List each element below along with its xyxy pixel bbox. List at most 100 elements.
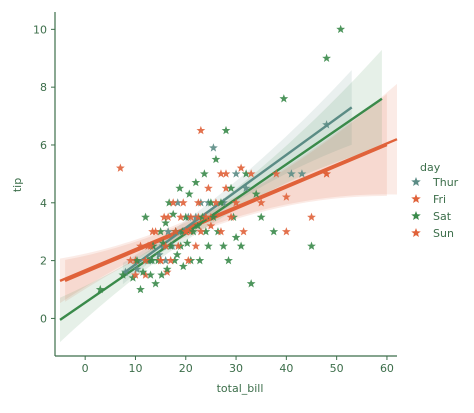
data-point-thur	[132, 264, 142, 273]
data-point-sat	[269, 227, 279, 236]
x-axis-label: total_bill	[217, 382, 264, 395]
data-point-sat	[219, 241, 228, 250]
data-point-thur	[161, 256, 171, 265]
data-point-sun	[256, 198, 266, 207]
data-point-sun	[271, 169, 281, 178]
data-point-sat	[147, 256, 157, 265]
data-point-sat	[181, 212, 191, 221]
data-point-sat	[256, 212, 266, 221]
axes	[54, 12, 397, 357]
data-point-thur	[297, 169, 307, 178]
data-point-sun	[231, 198, 241, 207]
x-tick-label: 60	[380, 362, 394, 375]
data-point-sun	[196, 227, 206, 236]
data-point-sat	[231, 232, 241, 242]
data-point-sat	[336, 24, 346, 34]
data-point-sun	[173, 241, 183, 250]
data-point-sat	[201, 227, 211, 236]
fit-line-fri	[64, 143, 388, 282]
data-point-fri	[281, 192, 291, 201]
data-point-sat	[206, 198, 216, 207]
data-point-sun	[193, 198, 203, 207]
data-point-sat	[172, 250, 182, 259]
legend-marker-thur	[411, 177, 421, 187]
data-point-sat	[168, 209, 178, 219]
data-point-sun	[246, 169, 256, 178]
legend-label-sun: Sun	[433, 227, 454, 240]
data-point-sat	[236, 241, 246, 250]
data-point-fri	[116, 163, 125, 172]
x-ticks: 0 10 20 30 40 50 60	[82, 356, 394, 375]
data-point-sun	[131, 270, 140, 279]
data-point-sat	[195, 256, 205, 265]
data-point-fri	[196, 125, 206, 135]
data-point-thur	[287, 169, 296, 178]
legend-label-fri: Fri	[433, 193, 446, 206]
data-point-sat	[224, 256, 233, 265]
data-point-sun	[176, 212, 186, 221]
data-point-sat	[241, 169, 251, 178]
data-point-sat	[204, 241, 213, 250]
data-point-sat	[216, 198, 226, 207]
confidence-band-fri	[65, 94, 387, 302]
data-point-thur	[163, 227, 173, 236]
y-tick-label: 10	[33, 23, 47, 36]
data-point-sat	[132, 256, 142, 265]
fit-lines	[59, 97, 398, 321]
data-point-fri	[162, 267, 172, 276]
y-tick-label: 8	[40, 81, 47, 94]
data-point-sun	[181, 227, 191, 236]
data-point-thur	[154, 250, 164, 259]
data-point-sun	[178, 198, 188, 207]
data-point-sat	[279, 94, 289, 103]
data-point-sat	[322, 53, 331, 62]
data-point-fri	[281, 227, 291, 236]
data-point-sat	[151, 279, 160, 288]
data-point-sun	[191, 241, 201, 250]
data-point-sat	[138, 267, 148, 276]
data-point-sun	[307, 212, 316, 221]
y-tick-label: 6	[40, 139, 47, 152]
data-point-sat	[184, 189, 194, 198]
data-point-sat	[221, 125, 231, 135]
data-point-sat	[141, 212, 150, 221]
data-point-sat	[211, 154, 221, 164]
data-point-thur	[121, 267, 130, 276]
y-tick-label: 4	[40, 197, 47, 210]
data-point-sun	[168, 198, 178, 207]
fit-line-sat	[59, 97, 383, 321]
data-point-sat	[188, 227, 198, 236]
x-tick-label: 40	[279, 362, 293, 375]
data-point-fri	[193, 212, 203, 221]
data-point-sat	[200, 169, 209, 178]
data-point-thur	[173, 198, 183, 207]
fit-line-sun	[59, 138, 398, 282]
data-point-sat	[193, 221, 203, 230]
data-point-thur	[241, 183, 251, 193]
x-tick-label: 0	[82, 362, 89, 375]
x-tick-label: 50	[330, 362, 344, 375]
data-point-sat	[170, 256, 180, 265]
data-point-sat	[175, 183, 185, 193]
data-point-sat	[136, 284, 145, 294]
data-point-sat	[158, 238, 168, 247]
x-tick-label: 10	[128, 362, 142, 375]
data-point-sun	[211, 198, 221, 207]
data-point-sat	[226, 183, 236, 193]
data-point-sun	[206, 221, 216, 230]
legend-marker-sat	[411, 211, 421, 221]
scatter-points	[95, 24, 346, 294]
data-point-sat	[191, 177, 201, 187]
data-point-sun	[136, 241, 145, 250]
legend: day Thur Fri Sat Sun	[411, 161, 459, 240]
legend-marker-sun	[411, 228, 421, 238]
legend-label-sat: Sat	[433, 210, 452, 223]
data-point-sun	[146, 241, 155, 250]
data-point-sat	[95, 284, 105, 294]
data-point-sat	[178, 261, 188, 271]
y-ticks: 0 2 4 6 8 10	[33, 23, 55, 325]
data-point-sat	[166, 241, 176, 250]
data-point-sat	[251, 189, 261, 198]
